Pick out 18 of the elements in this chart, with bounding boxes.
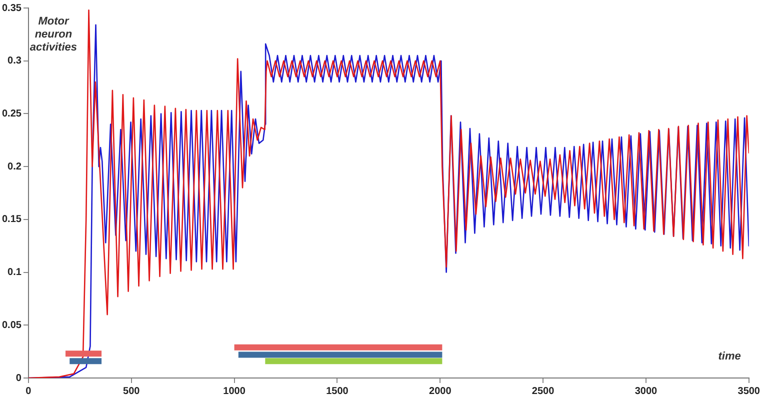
x-tick-label: 2000 (429, 386, 452, 397)
y-tick-label: 0.05 (2, 320, 22, 331)
x-tick-label: 0 (26, 386, 32, 397)
x-tick-label: 3500 (738, 386, 760, 397)
x-tick-label: 1000 (223, 386, 246, 397)
x-tick-label: 2500 (532, 386, 555, 397)
x-tick-label: 3000 (634, 386, 658, 397)
x-tick-label: 1500 (326, 386, 349, 397)
y-tick-label: 0.25 (2, 108, 22, 120)
y-axis-title: Motor neuron activities (30, 16, 78, 54)
x-axis-title: time (718, 350, 741, 363)
x-tick-label: 500 (123, 386, 140, 397)
y-tick-label: 0.2 (8, 161, 22, 172)
y-tick-label: 0.3 (8, 56, 22, 67)
y-tick-label: 0.35 (2, 2, 22, 14)
y-tick-label: 0.1 (8, 267, 22, 278)
y-tick-label: 0.15 (2, 214, 22, 226)
y-tick-label: 0 (16, 372, 22, 384)
